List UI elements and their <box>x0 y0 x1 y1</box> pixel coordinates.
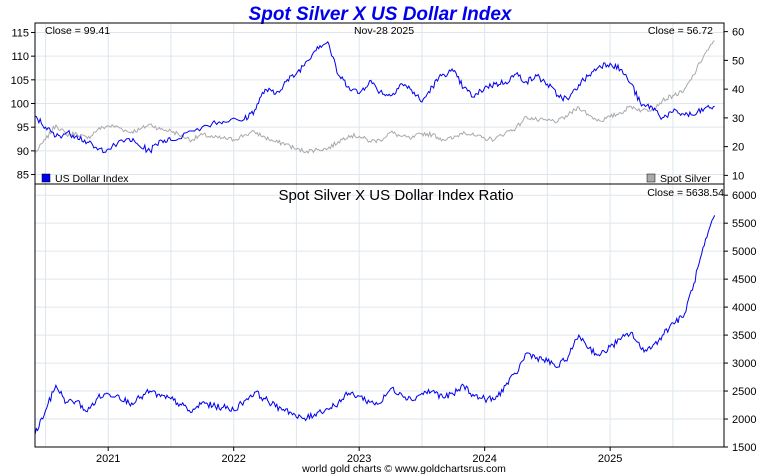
left-tick-label-95: 95 <box>17 122 29 134</box>
bottom-subtitle: Spot Silver X US Dollar Index Ratio <box>278 187 513 204</box>
left-tick-label-90: 90 <box>17 146 29 158</box>
x-tick-label-2023: 2023 <box>347 453 371 465</box>
right-close-label: Close = 56.72 <box>648 25 713 37</box>
x-tick-label-2021: 2021 <box>96 453 120 465</box>
series-lines <box>34 40 716 435</box>
right-tick-label-30: 30 <box>732 113 744 125</box>
footer-credit: world gold charts © www.goldchartsrus.co… <box>301 463 506 475</box>
ratio-tick-label-5000: 5000 <box>732 246 756 258</box>
ratio-tick-label-1500: 1500 <box>732 442 756 454</box>
right-tick-label-50: 50 <box>732 55 744 67</box>
ratio-tick-label-4000: 4000 <box>732 302 756 314</box>
bottom-panel-grid <box>35 184 724 448</box>
ratio-tick-label-2500: 2500 <box>732 386 756 398</box>
x-tick-label-2022: 2022 <box>221 453 245 465</box>
legend-swatch-usd <box>41 173 51 183</box>
right-tick-label-40: 40 <box>732 84 744 96</box>
series-line-spot-silver <box>34 40 715 155</box>
right-tick-label-60: 60 <box>732 27 744 39</box>
legend-swatch-silver <box>646 173 656 183</box>
axis-ticks: 2021 2022 2023 2024 2025 85 90 95 100 105 110 115 10… <box>11 27 757 465</box>
top-panel-grid <box>35 23 724 184</box>
right-tick-label-20: 20 <box>732 142 744 154</box>
right-tick-label-10: 10 <box>732 170 744 182</box>
legend-label-usd: US Dollar Index <box>55 173 129 185</box>
left-close-label: Close = 99.41 <box>45 25 110 37</box>
left-tick-label-115: 115 <box>11 27 29 39</box>
ratio-tick-label-3000: 3000 <box>732 358 756 370</box>
left-tick-label-100: 100 <box>11 99 29 111</box>
series-line-ratio <box>34 215 716 435</box>
ratio-tick-label-6000: 6000 <box>732 190 756 202</box>
ratio-tick-label-5500: 5500 <box>732 218 756 230</box>
ratio-close-label: Close = 5638.54 <box>647 187 724 199</box>
ratio-tick-label-3500: 3500 <box>732 330 756 342</box>
ratio-tick-label-4500: 4500 <box>732 274 756 286</box>
series-line-us-dollar-index <box>34 41 715 154</box>
x-tick-label-2025: 2025 <box>598 453 622 465</box>
bottom-panel-frame <box>34 183 725 448</box>
x-tick-label-2024: 2024 <box>472 453 496 465</box>
ratio-tick-label-2000: 2000 <box>732 414 756 426</box>
chart-title: Spot Silver X US Dollar Index <box>249 4 513 25</box>
left-tick-label-85: 85 <box>17 170 29 182</box>
legend-label-silver: Spot Silver <box>660 173 711 185</box>
left-tick-label-105: 105 <box>11 75 29 87</box>
date-label: Nov-28 2025 <box>354 25 414 37</box>
left-tick-label-110: 110 <box>11 51 29 63</box>
